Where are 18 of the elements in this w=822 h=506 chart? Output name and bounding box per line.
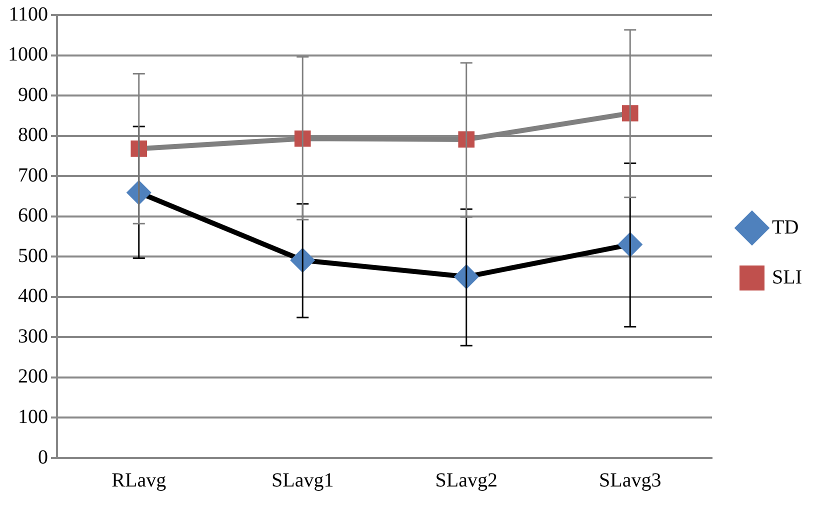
- y-tick-label: 1100: [8, 3, 48, 26]
- y-tick-label: 300: [18, 325, 48, 348]
- y-tick-label: 400: [18, 285, 48, 308]
- y-tick-label: 0: [38, 446, 48, 468]
- y-tick-label: 700: [18, 164, 48, 186]
- y-tick-label: 800: [18, 124, 48, 146]
- x-tick-label: SLavg2: [435, 469, 498, 492]
- y-tick-label: 900: [18, 84, 48, 106]
- legend-label: TD: [772, 216, 799, 238]
- legend-label: SLI: [772, 266, 802, 288]
- y-tick-label: 200: [18, 366, 48, 388]
- x-tick-label: RLavg: [112, 469, 166, 492]
- x-tick-label: SLavg1: [272, 469, 334, 492]
- y-tick-label: 100: [18, 406, 48, 428]
- x-tick-label: SLavg3: [599, 469, 662, 492]
- y-tick-label: 600: [18, 204, 48, 227]
- y-tick-label: 1000: [8, 44, 48, 66]
- y-tick-label: 500: [18, 244, 48, 267]
